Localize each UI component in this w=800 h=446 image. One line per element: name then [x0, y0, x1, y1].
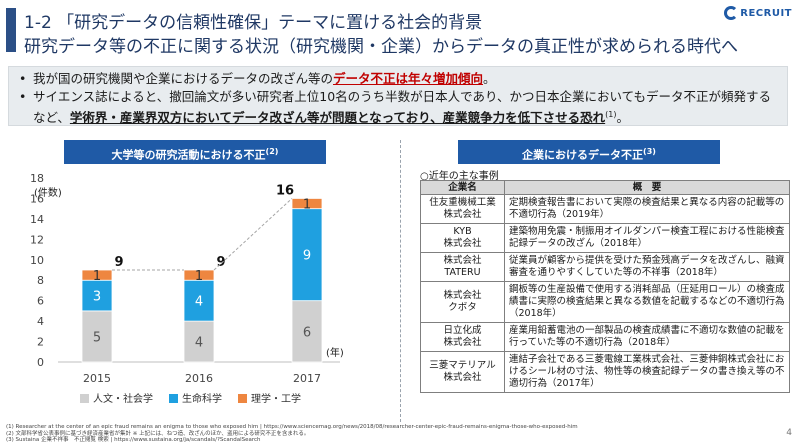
bar-total-label: 16 [276, 183, 294, 198]
enterprise-header-label: 企業におけるデータ不正 [522, 148, 644, 162]
table-row: KYB 株式会社 建築物用免震・制振用オイルダンパー検査工程における性能検査記録デ… [420, 223, 790, 253]
bar-segment [291, 208, 323, 302]
connector-line [213, 198, 293, 271]
legend-swatch [169, 394, 178, 403]
bullet1-emphasis: データ不正は年々増加傾向 [333, 71, 484, 86]
col-company-header: 企業名 [420, 180, 505, 195]
y-tick-label: 2 [37, 336, 44, 349]
bar-segment [81, 269, 113, 281]
col-summary-header: 概 要 [504, 180, 790, 195]
chart-header: 大学等の研究活動における不正(2) [64, 140, 326, 164]
y-tick-label: 10 [30, 254, 44, 267]
legend-swatch [80, 394, 89, 403]
summary-cell: 定期検査報告書において実際の検査結果と異なる内容の記載等の不適切行為（2019年… [504, 194, 790, 224]
company-cell: 三菱マテリアル 株式会社 [420, 351, 505, 393]
bullet1-text: 我が国の研究機関や企業におけるデータの改ざん等の [33, 71, 334, 86]
summary-bullet-1: 我が国の研究機関や企業におけるデータの改ざん等のデータ不正は年々増加傾向。 [19, 70, 777, 88]
x-tick-label: 2016 [185, 372, 213, 385]
legend-label: 人文・社会学 [93, 392, 153, 405]
bar-value-label: 1 [93, 269, 101, 284]
table-row: 三菱マテリアル 株式会社 連結子会社である三菱電線工業株式会社、三菱伸銅株式会社に… [420, 351, 790, 393]
bar-value-label: 9 [303, 249, 311, 264]
legend-swatch [238, 394, 247, 403]
summary-cell: 従業員が顧客から提供を受けた預金残高データを改ざんし、融資審査を通りやすくしてい… [504, 252, 790, 282]
bar-value-label: 5 [93, 330, 101, 345]
bullet2-footnote-ref: (1) [605, 110, 617, 119]
company-cell: 住友重機械工業 株式会社 [420, 194, 505, 224]
bullet1-end: 。 [483, 71, 496, 86]
summary-cell: 鋼板等の生産設備で使用する消耗部品（圧延用ロール）の検査成績書に実際の検査結果と… [504, 281, 790, 323]
enterprise-cases-table: 企業名 概 要 住友重機械工業 株式会社 定期検査報告書において実際の検査結果と異… [420, 180, 790, 393]
summary-bullet-2: サイエンス誌によると、撤回論文が多い研究者上位10名のうち半数が日本人であり、か… [19, 88, 777, 127]
title-bar: 1-2 「研究データの信頼性確保」テーマに置ける社会的背景 研究データ等の不正に… [0, 0, 800, 60]
chart-header-footnote-ref: (2) [265, 147, 279, 156]
recruit-logo: RECRUIT [724, 6, 792, 20]
page-number: 4 [786, 428, 792, 438]
y-tick-label: 18 [30, 172, 44, 185]
bar-segment [183, 269, 215, 281]
company-cell: 株式会社 クボタ [420, 281, 505, 323]
x-axis-label: (年) [326, 346, 344, 359]
bar-value-label: 1 [195, 269, 203, 284]
chart-header-label: 大学等の研究活動における不正 [111, 148, 266, 162]
y-tick-label: 0 [37, 356, 44, 369]
bullet2-emphasis: 学術界・産業界双方においてデータ改ざん等が問題となっており、産業競争力を低下させ… [69, 110, 606, 126]
y-tick-label: 4 [37, 315, 44, 328]
enterprise-header-footnote-ref: (3) [643, 147, 656, 156]
company-cell: KYB 株式会社 [420, 223, 505, 253]
x-tick-label: 2017 [293, 372, 321, 385]
y-tick-label: 8 [37, 274, 44, 287]
summary-cell: 産業用鉛蓄電池の一部製品の検査成績書に不適切な数値の記載を行っていた等の不適切行… [504, 322, 790, 352]
enterprise-header: 企業におけるデータ不正(3) [458, 140, 720, 164]
summary-box: 我が国の研究機関や企業におけるデータの改ざん等のデータ不正は年々増加傾向。 サイ… [8, 66, 788, 126]
recruit-logo-icon [724, 6, 739, 20]
bar-total-label: 9 [216, 255, 225, 270]
bar-segment [81, 310, 113, 363]
bullet2-end: 。 [616, 110, 630, 126]
footnote-2: (2) 文部科学省公表事例に基づき経済産業省が集計 ※ 上記には、ねつ造、改ざん… [6, 430, 310, 437]
y-tick-label: 12 [30, 233, 44, 246]
y-axis-label: (件数) [34, 186, 62, 199]
title-accent-bar [6, 8, 16, 52]
legend-label: 生命科学 [182, 392, 222, 405]
stacked-bar-chart: 0 2 4 6 8 10 12 14 16 18 (件数) 5 3 1 9 2015 4 4 1 9 2016 6 9 1 16… [10, 170, 370, 420]
summary-cell: 建築物用免震・制振用オイルダンパー検査工程における性能検査記録データの改ざん（2… [504, 223, 790, 253]
bar-value-label: 1 [303, 198, 311, 213]
table-row: 株式会社 TATERU 従業員が顧客から提供を受けた預金残高データを改ざんし、融資… [420, 252, 790, 282]
section-divider [400, 140, 401, 422]
y-tick-label: 6 [37, 295, 44, 308]
bar-value-label: 4 [195, 336, 203, 351]
x-tick-label: 2015 [83, 372, 111, 385]
page-title: 1-2 「研究データの信頼性確保」テーマに置ける社会的背景 [24, 13, 483, 33]
company-cell: 株式会社 TATERU [420, 252, 505, 282]
bar-total-label: 9 [114, 255, 123, 270]
bar-value-label: 4 [195, 295, 203, 310]
summary-cell: 連結子会社である三菱電線工業株式会社、三菱伸銅株式会社におけるシール材の寸法、物… [504, 351, 790, 393]
table-row: 日立化成 株式会社 産業用鉛蓄電池の一部製品の検査成績書に不適切な数値の記載を行っ… [420, 322, 790, 352]
legend-label: 理学・工学 [251, 392, 301, 405]
page-subtitle: 研究データ等の不正に関する状況（研究機関・企業）からデータの真正性が求められる時… [24, 37, 738, 57]
table-row: 株式会社 クボタ 鋼板等の生産設備で使用する消耗部品（圧延用ロール）の検査成績書に… [420, 281, 790, 323]
bar-value-label: 3 [93, 290, 101, 305]
footnote-1: (1) Researcher at the center of an epic … [6, 424, 578, 430]
enterprise-subtitle: ○近年の主な事例 [420, 171, 499, 182]
bar-value-label: 6 [303, 325, 311, 340]
bar-segment [291, 198, 323, 210]
y-tick-label: 14 [30, 213, 44, 226]
y-tick-label: 16 [30, 192, 44, 205]
chart-svg: 024681012141618(件数)531920154419201669116… [30, 172, 344, 405]
footnote-3: (3) Sustaina 企業不祥事 不正閲覧 検索 | https://www… [6, 437, 261, 443]
bar-segment [81, 279, 113, 312]
logo-text: RECRUIT [740, 7, 792, 19]
company-cell: 日立化成 株式会社 [420, 322, 505, 352]
footnotes: (1) Researcher at the center of an epic … [6, 424, 776, 444]
table-row: 住友重機械工業 株式会社 定期検査報告書において実際の検査結果と異なる内容の記載等… [420, 194, 790, 224]
bullet2-text: サイエンス誌によると、撤回論文が多い研究者上位10名のうち半数が日本人であり、か… [33, 89, 772, 126]
table-header-row: 企業名 概 要 [420, 180, 790, 195]
